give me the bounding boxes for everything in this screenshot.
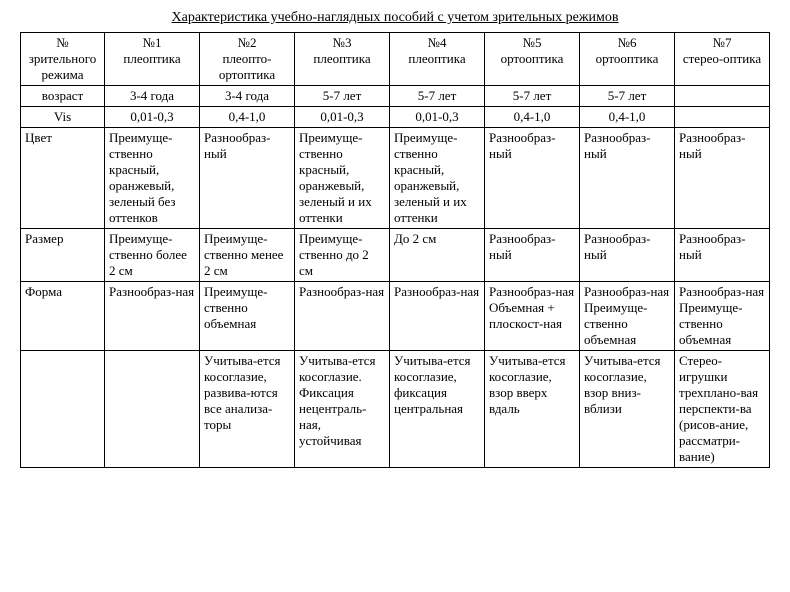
vis-v6: 0,4-1,0 <box>580 107 675 128</box>
size-v3: Преимуще-ственно до 2 см <box>295 229 390 282</box>
size-v1: Преимуще-ственно более 2 см <box>105 229 200 282</box>
shape-v6: Разнообраз-ная Преимуще-ственно объемная <box>580 282 675 351</box>
header-col3-type: плеоптика <box>299 51 385 67</box>
color-v3: Преимуще-ственно красный, оранжевый, зел… <box>295 128 390 229</box>
vis-v7 <box>675 107 770 128</box>
header-col5: №5 ортооптика <box>485 33 580 86</box>
header-col3: №3 плеоптика <box>295 33 390 86</box>
header-col5-num: №5 <box>489 35 575 51</box>
header-col1-type: плеоптика <box>109 51 195 67</box>
header-col4: №4 плеоптика <box>390 33 485 86</box>
vis-v5: 0,4-1,0 <box>485 107 580 128</box>
header-col4-type: плеоптика <box>394 51 480 67</box>
extra-v3: Учитыва-ется косоглазие. Фиксация нецент… <box>295 351 390 468</box>
header-col2-type: плеопто-ортоптика <box>204 51 290 83</box>
shape-v4: Разнообраз-ная <box>390 282 485 351</box>
header-regime-text: № зрительного режима <box>29 35 96 82</box>
size-v2: Преимуще-ственно менее 2 см <box>200 229 295 282</box>
extra-v6: Учитыва-ется косоглазие, взор вниз-вблиз… <box>580 351 675 468</box>
shape-label: Форма <box>21 282 105 351</box>
age-v2: 3-4 года <box>200 86 295 107</box>
color-label: Цвет <box>21 128 105 229</box>
extra-row: Учитыва-ется косоглазие, развива-ются вс… <box>21 351 770 468</box>
extra-v1 <box>105 351 200 468</box>
color-v1: Преимуще-ственно красный, оранжевый, зел… <box>105 128 200 229</box>
header-col2: №2 плеопто-ортоптика <box>200 33 295 86</box>
header-col1-num: №1 <box>109 35 195 51</box>
color-v5: Разнообраз-ный <box>485 128 580 229</box>
extra-v4: Учитыва-ется косоглазие, фиксация центра… <box>390 351 485 468</box>
size-label: Размер <box>21 229 105 282</box>
header-col6-num: №6 <box>584 35 670 51</box>
age-v5: 5-7 лет <box>485 86 580 107</box>
header-regime: № зрительного режима <box>21 33 105 86</box>
age-row: возраст 3-4 года 3-4 года 5-7 лет 5-7 ле… <box>21 86 770 107</box>
extra-v7: Стерео-игрушки трехплано-вая перспекти-в… <box>675 351 770 468</box>
header-col2-num: №2 <box>204 35 290 51</box>
header-col6: №6 ортооптика <box>580 33 675 86</box>
color-v2: Разнообраз-ный <box>200 128 295 229</box>
page-title: Характеристика учебно-наглядных пособий … <box>20 10 770 26</box>
shape-row: Форма Разнообраз-ная Преимуще-ственно об… <box>21 282 770 351</box>
vis-v4: 0,01-0,3 <box>390 107 485 128</box>
vis-label: Vis <box>21 107 105 128</box>
header-col5-type: ортооптика <box>489 51 575 67</box>
color-row: Цвет Преимуще-ственно красный, оранжевый… <box>21 128 770 229</box>
age-v7 <box>675 86 770 107</box>
size-v5: Разнообраз-ный <box>485 229 580 282</box>
age-v6: 5-7 лет <box>580 86 675 107</box>
age-v1: 3-4 года <box>105 86 200 107</box>
size-row: Размер Преимуще-ственно более 2 см Преим… <box>21 229 770 282</box>
extra-label <box>21 351 105 468</box>
header-row: № зрительного режима №1 плеоптика №2 пле… <box>21 33 770 86</box>
vis-v2: 0,4-1,0 <box>200 107 295 128</box>
shape-v5: Разнообраз-ная Объемная + плоскост-ная <box>485 282 580 351</box>
vis-v3: 0,01-0,3 <box>295 107 390 128</box>
vis-row: Vis 0,01-0,3 0,4-1,0 0,01-0,3 0,01-0,3 0… <box>21 107 770 128</box>
shape-v3: Разнообраз-ная <box>295 282 390 351</box>
size-v6: Разнообраз-ный <box>580 229 675 282</box>
size-v7: Разнообраз-ный <box>675 229 770 282</box>
color-v6: Разнообраз-ный <box>580 128 675 229</box>
header-col6-type: ортооптика <box>584 51 670 67</box>
vis-v1: 0,01-0,3 <box>105 107 200 128</box>
header-col7-type: стерео-оптика <box>679 51 765 67</box>
color-v7: Разнообраз-ный <box>675 128 770 229</box>
age-v3: 5-7 лет <box>295 86 390 107</box>
shape-v1: Разнообраз-ная <box>105 282 200 351</box>
header-col3-num: №3 <box>299 35 385 51</box>
header-col4-num: №4 <box>394 35 480 51</box>
color-v4: Преимуще-ственно красный, оранжевый, зел… <box>390 128 485 229</box>
extra-v5: Учитыва-ется косоглазие, взор вверх вдал… <box>485 351 580 468</box>
age-v4: 5-7 лет <box>390 86 485 107</box>
extra-v2: Учитыва-ется косоглазие, развива-ются вс… <box>200 351 295 468</box>
shape-v2: Преимуще-ственно объемная <box>200 282 295 351</box>
header-col7-num: №7 <box>679 35 765 51</box>
age-label: возраст <box>21 86 105 107</box>
shape-v7: Разнообраз-ная Преимуще-ственно объемная <box>675 282 770 351</box>
header-col7: №7 стерео-оптика <box>675 33 770 86</box>
characteristics-table: № зрительного режима №1 плеоптика №2 пле… <box>20 32 770 468</box>
size-v4: До 2 см <box>390 229 485 282</box>
header-col1: №1 плеоптика <box>105 33 200 86</box>
